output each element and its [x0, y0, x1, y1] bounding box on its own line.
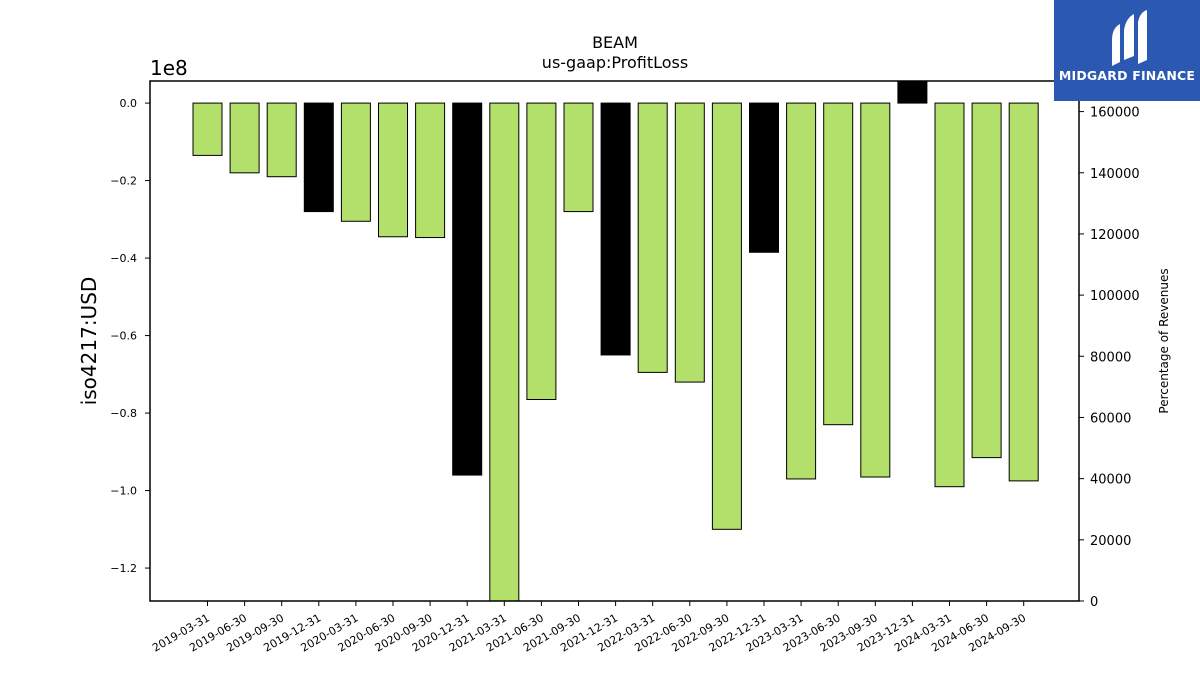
- y-axis-label: iso4217:USD: [77, 277, 101, 406]
- y2-tick-label: 120000: [1090, 228, 1140, 243]
- bar-2024-03-31: [934, 102, 965, 488]
- bar-2020-03-31: [340, 102, 371, 222]
- y2-tick-label: 80000: [1090, 350, 1131, 365]
- y2-axis-label: Percentage of Revenues: [1157, 268, 1171, 413]
- bars-group: [192, 80, 1039, 602]
- bar-2021-03-31: [489, 102, 520, 602]
- bar-2022-06-30: [674, 102, 705, 383]
- bar-2023-12-31: [897, 80, 928, 104]
- bar-2019-06-30: [229, 102, 260, 174]
- y-tick-label: −0.6: [110, 330, 137, 343]
- y2-tick-label: 100000: [1090, 289, 1140, 304]
- y-ticks-group: 0.0 −0.2 −0.4 −0.6 −0.8 −1.0 −1.2: [110, 97, 150, 575]
- bar-2023-09-30: [860, 102, 891, 478]
- bar-2022-09-30: [711, 102, 742, 530]
- brand-logo-icon: [1112, 10, 1147, 66]
- bar-2019-03-31: [192, 102, 223, 156]
- bar-2022-12-31: [749, 102, 779, 253]
- y2-tick-label: 60000: [1090, 411, 1131, 426]
- bar-2020-06-30: [378, 102, 408, 238]
- bar-2023-06-30: [823, 102, 854, 426]
- chart-title: BEAM: [592, 33, 638, 52]
- bar-2022-03-31: [637, 102, 668, 373]
- y2-ticks-group: 0 20000 40000 60000 80000 100000 120000 140000 1…: [1079, 106, 1140, 610]
- y-tick-label: −0.8: [110, 407, 137, 420]
- bar-2020-09-30: [415, 102, 446, 239]
- bar-2021-12-31: [600, 102, 631, 356]
- y2-tick-label: 160000: [1090, 106, 1140, 121]
- bar-2019-09-30: [266, 102, 297, 178]
- y-tick-label: −1.2: [110, 562, 137, 575]
- y2-tick-label: 140000: [1090, 167, 1140, 182]
- chart-subtitle: us-gaap:ProfitLoss: [542, 53, 688, 72]
- bar-2024-06-30: [971, 102, 1002, 459]
- brand-logo: MIDGARD FINANCE: [1054, 0, 1200, 101]
- bar-2021-06-30: [526, 102, 557, 401]
- y2-tick-label: 0: [1090, 595, 1098, 610]
- y-tick-label: −1.0: [110, 485, 137, 498]
- y2-tick-label: 40000: [1090, 473, 1131, 488]
- bar-2024-09-30: [1008, 102, 1039, 482]
- y-tick-label: −0.4: [110, 252, 137, 265]
- y-tick-label: −0.2: [110, 175, 137, 188]
- y2-tick-label: 20000: [1090, 534, 1131, 549]
- bar-2021-09-30: [563, 102, 594, 213]
- bar-2020-12-31: [452, 102, 483, 476]
- y-tick-label: 0.0: [120, 97, 138, 110]
- y-offset-label: 1e8: [150, 56, 188, 80]
- plot-frame: [149, 80, 1080, 602]
- bar-2023-03-31: [786, 102, 817, 480]
- x-ticks-group: 2019-03-312019-06-302019-09-302019-12-31…: [150, 601, 1028, 655]
- brand-name: MIDGARD FINANCE: [1058, 68, 1196, 83]
- bar-2019-12-31: [303, 102, 334, 213]
